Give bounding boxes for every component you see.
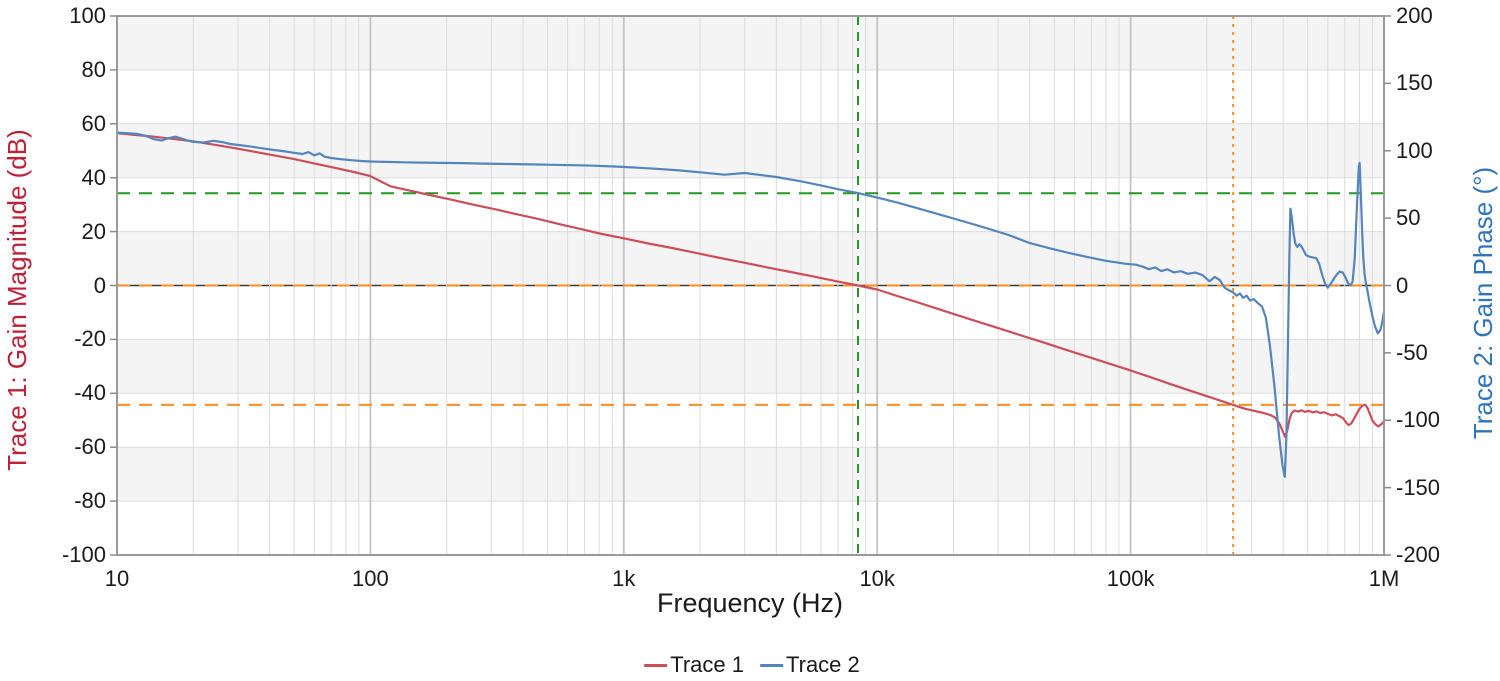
left-axis-tick-label: 40: [81, 164, 106, 190]
plot-band: [117, 16, 1384, 70]
x-axis-tick-label: 100: [352, 566, 389, 591]
plot-band: [117, 123, 1384, 178]
legend: Trace 1 Trace 2: [644, 652, 860, 678]
left-axis-tick-label: -80: [74, 488, 106, 514]
right-axis-tick-label: 200: [1396, 3, 1433, 28]
x-axis-tick-label: 1M: [1368, 566, 1400, 591]
left-axis-tick-label: -20: [74, 326, 106, 352]
trace-2-line: [115, 131, 1386, 478]
plot-band: [117, 339, 1384, 394]
legend-label: Trace 1: [670, 652, 744, 677]
right-axis-title: Trace 2: Gain Phase (°): [1468, 166, 1498, 440]
left-axis-tick-label: -40: [74, 380, 106, 406]
left-axis-tick-label: 20: [81, 218, 106, 244]
right-axis-tick-label: -150: [1396, 474, 1441, 500]
plot-band: [117, 231, 1384, 286]
legend-item-trace-1[interactable]: Trace 1: [644, 652, 744, 678]
left-axis-tick-label: -100: [61, 542, 106, 567]
right-axis-tick-label: 100: [1396, 137, 1433, 163]
left-axis-tick-label: 0: [93, 272, 106, 298]
legend-line-swatch: [644, 663, 668, 667]
right-axis-tick-label: 150: [1396, 70, 1433, 96]
right-axis-tick-label: 0: [1396, 272, 1409, 298]
right-axis-tick-label: -200: [1396, 542, 1441, 567]
x-axis-tick-label: 10k: [859, 566, 895, 591]
x-axis-title: Frequency (Hz): [656, 588, 844, 618]
right-axis-tick-label: -100: [1396, 407, 1441, 433]
plot-band: [117, 447, 1384, 502]
x-axis-tick-label: 10: [104, 566, 130, 591]
right-axis-tick-label: 50: [1396, 205, 1421, 231]
x-axis-tick-label: 100k: [1106, 566, 1155, 591]
legend-item-trace-2[interactable]: Trace 2: [760, 652, 860, 678]
trace-1-line: [115, 132, 1386, 439]
left-axis-tick-label: 80: [81, 56, 106, 82]
x-axis-tick-label: 1k: [612, 566, 636, 591]
legend-label: Trace 2: [786, 652, 860, 677]
left-axis-tick-label: -60: [74, 434, 106, 460]
legend-line-swatch: [760, 663, 783, 667]
left-axis-tick-label: 100: [69, 3, 106, 28]
left-axis-tick-label: 60: [81, 110, 106, 136]
right-axis-tick-label: -50: [1396, 339, 1428, 365]
